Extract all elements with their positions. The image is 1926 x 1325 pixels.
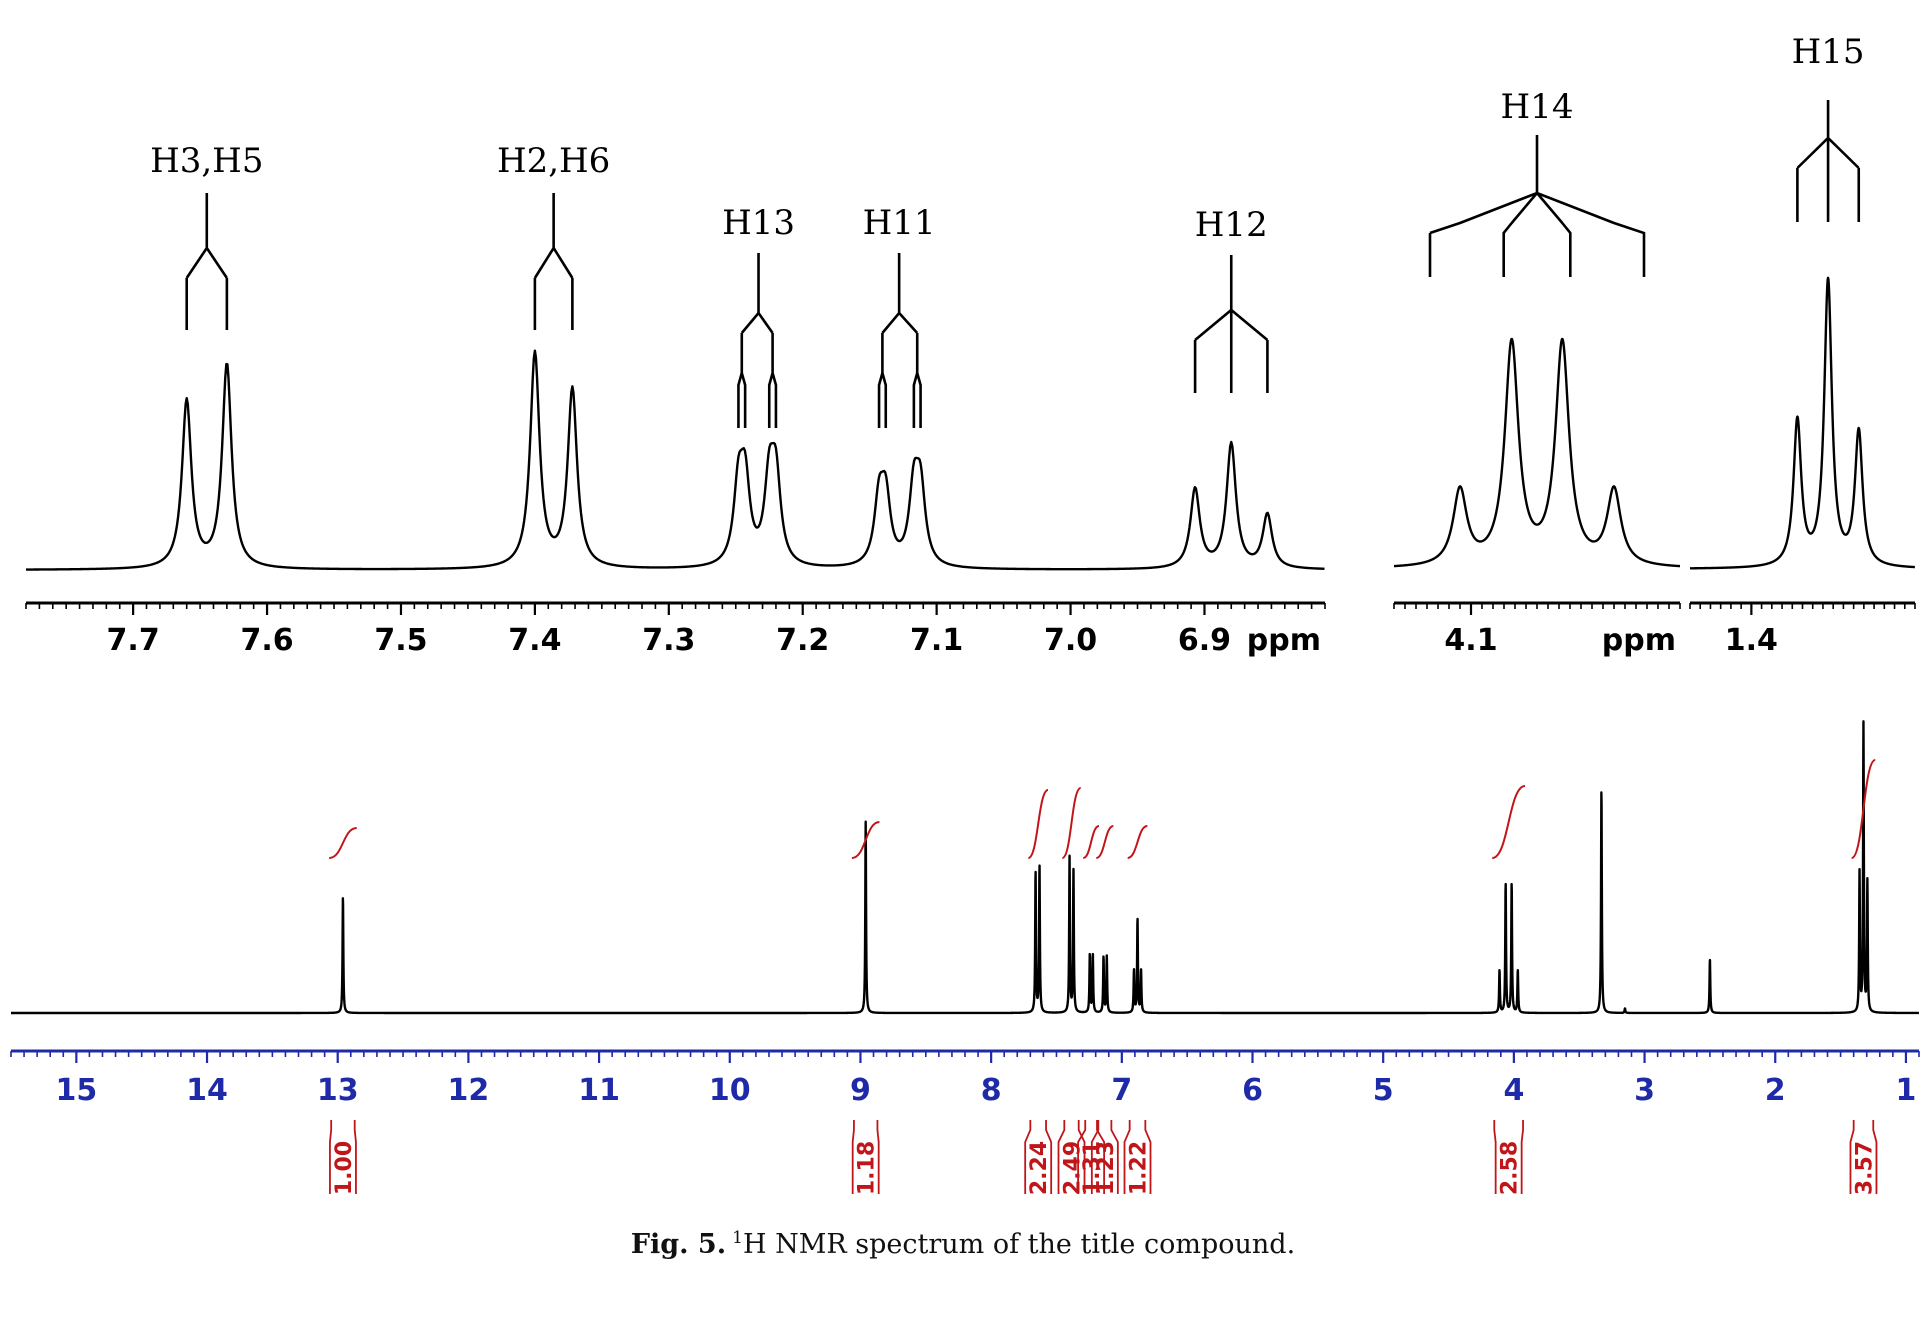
h15-axis-tick-label: 1.4 [1725, 623, 1778, 658]
h14-axis-tick-label: 4.1 [1444, 623, 1497, 658]
full-axis-tick-label: 1 [1895, 1073, 1916, 1108]
integral-curve [1491, 785, 1526, 859]
integral-curve [328, 827, 357, 859]
integral-value: 1.18 [855, 1141, 880, 1195]
caption-text: H NMR spectrum of the title compound. [742, 1229, 1296, 1260]
expanded-aromatic-spectrum: 7.7 7.6 7.5 7.4 7.3 7.2 7.1 7.0 6.9 ppm H3,H5 H2,H6… [25, 141, 1326, 658]
integral-curve [1127, 825, 1148, 859]
multiplet-label: H3,H5 [150, 141, 263, 181]
integral-bracket [1123, 1120, 1152, 1194]
multiplet-label: H15 [1792, 32, 1865, 72]
aromatic-axis-unit-label: ppm [1247, 623, 1321, 658]
multiplet-label: H14 [1501, 87, 1574, 127]
expanded-h14-spectrum: 4.1 ppm H14 [1393, 87, 1681, 658]
full-axis-tick-label: 13 [317, 1073, 359, 1108]
figure-caption: Fig. 5. 1H NMR spectrum of the title comp… [0, 1228, 1926, 1260]
full-axis-tick-label: 10 [709, 1073, 751, 1108]
splitting-tree [877, 253, 922, 428]
full-axis-tick-label: 15 [55, 1073, 97, 1108]
spectrum-trace [1393, 337, 1681, 568]
splitting-tree [737, 253, 778, 428]
integral-bracket [1849, 1120, 1878, 1194]
full-spectrum: 15 14 13 12 11 10 9 8 7 6 5 4 3 2 11.00 1.18 2.24 2.491.3… [10, 720, 1920, 1195]
full-axis-tick-label: 5 [1373, 1073, 1394, 1108]
aromatic-axis-tick-label: 7.5 [374, 623, 427, 658]
integral-bracket [1024, 1120, 1053, 1194]
nmr-figure: 7.7 7.6 7.5 7.4 7.3 7.2 7.1 7.0 6.9 ppm H3,H5 H2,H6… [10, 32, 1920, 1195]
expanded-h15-spectrum: 1.4 H15 [1689, 32, 1916, 658]
integral-value: 2.49 [1061, 1141, 1086, 1195]
integral-bracket [1077, 1120, 1106, 1194]
caption-label: Fig. 5. [630, 1229, 727, 1260]
integral-value: 2.58 [1498, 1141, 1523, 1195]
integral-curve [1095, 825, 1114, 859]
integral-curve [1027, 789, 1049, 859]
aromatic-axis-tick-label: 7.2 [776, 623, 829, 658]
integral-curve [851, 821, 880, 859]
spectrum-trace [10, 720, 1920, 1015]
integral-bracket [851, 1120, 880, 1194]
aromatic-axis-tick-label: 7.7 [107, 623, 160, 658]
integral-value: 2.24 [1027, 1141, 1052, 1195]
integral-value: 1.23 [1094, 1141, 1119, 1195]
integral-curve [1851, 759, 1876, 859]
integral-value: 1.00 [332, 1141, 357, 1195]
full-axis-tick-label: 3 [1634, 1073, 1655, 1108]
integral-value: 3.57 [1852, 1141, 1877, 1195]
full-axis-tick-label: 8 [981, 1073, 1002, 1108]
splitting-tree [533, 193, 574, 330]
multiplet-label: H13 [722, 203, 795, 243]
spectrum-trace [25, 349, 1325, 571]
multiplet-label: H11 [863, 203, 936, 243]
full-axis-tick-label: 14 [186, 1073, 228, 1108]
integral-bracket [1090, 1120, 1119, 1194]
spectrum-trace [1689, 276, 1916, 570]
aromatic-axis-tick-label: 7.1 [910, 623, 963, 658]
integral-value: 1.22 [1127, 1141, 1152, 1195]
multiplet-label: H2,H6 [497, 141, 610, 181]
integral-curve [1082, 825, 1100, 859]
h14-axis-unit-label: ppm [1602, 623, 1676, 658]
integral-bracket [329, 1120, 357, 1194]
full-axis-tick-label: 2 [1765, 1073, 1786, 1108]
aromatic-axis-tick-label: 7.3 [642, 623, 695, 658]
aromatic-axis-tick-label: 7.0 [1044, 623, 1097, 658]
aromatic-axis-tick-label: 7.6 [240, 623, 293, 658]
multiplet-label: H12 [1195, 205, 1268, 245]
splitting-tree [1193, 255, 1269, 393]
caption-superscript: 1 [732, 1228, 743, 1248]
splitting-tree [1428, 135, 1646, 277]
full-axis-tick-label: 9 [850, 1073, 871, 1108]
integral-bracket [1493, 1120, 1524, 1194]
full-axis-tick-label: 12 [448, 1073, 490, 1108]
splitting-tree [1796, 100, 1861, 222]
full-axis-tick-label: 7 [1111, 1073, 1132, 1108]
aromatic-axis-tick-label: 6.9 [1178, 623, 1231, 658]
integral-curve [1061, 787, 1082, 859]
full-axis-tick-label: 4 [1503, 1073, 1524, 1108]
full-axis-tick-label: 6 [1242, 1073, 1263, 1108]
full-axis-tick-label: 11 [578, 1073, 620, 1108]
splitting-tree [185, 193, 229, 330]
aromatic-axis-tick-label: 7.4 [508, 623, 561, 658]
